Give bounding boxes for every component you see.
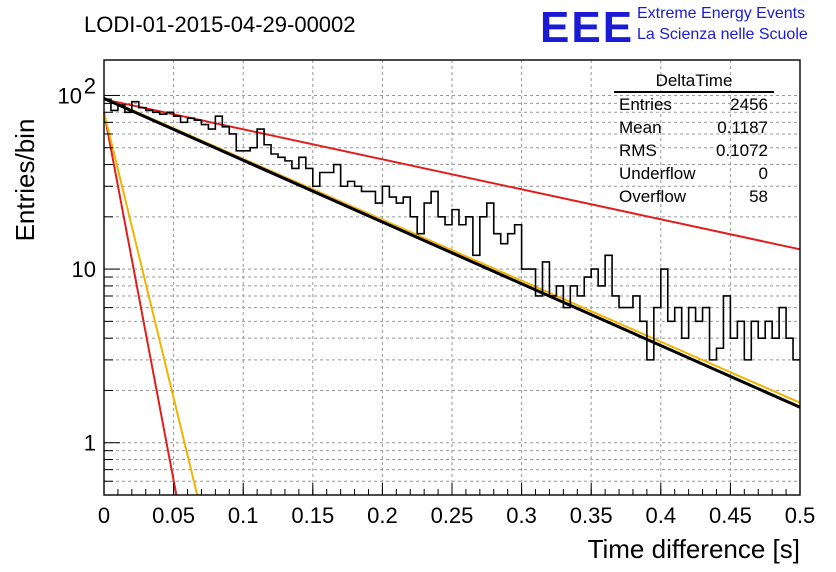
x-tick-label: 0.2 [367,503,398,528]
y-tick-exponent: 2 [84,73,96,98]
x-tick-label: 0.5 [785,503,816,528]
x-tick-label: 0.3 [506,503,537,528]
stats-row-value: 0.1072 [716,141,768,160]
x-tick-label: 0.15 [291,503,334,528]
stats-row-label: Mean [619,118,662,137]
fit-line [103,112,178,496]
logo-line-1: Extreme Energy Events [637,5,805,22]
y-tick-label: 10 [58,83,82,108]
stats-row-label: Overflow [619,187,687,206]
chart-title: LODI-01-2015-04-29-00002 [84,12,356,37]
y-tick-label: 1 [84,431,96,456]
eee-logo-mark: EEE [540,3,634,52]
fit-line [103,98,801,251]
stats-title: DeltaTime [656,71,733,90]
stats-row-value: 58 [749,187,768,206]
x-tick-label: 0.25 [431,503,474,528]
x-tick-label: 0.45 [709,503,752,528]
axis-ticks [103,94,801,496]
histogram-outline [104,98,800,361]
y-axis-label: Entries/bin [10,119,40,242]
stats-box: DeltaTime Entries 2456 Mean 0.1187 RMS 0.1072… [614,71,774,206]
fit-lines [103,96,801,496]
stats-row-label: Entries [619,95,672,114]
x-tick-label: 0 [98,503,110,528]
x-tick-labels: 0 0.05 0.1 0.15 0.2 0.25 0.3 0.35 0.4 0.45 0.5 [98,503,815,528]
stats-row-label: RMS [619,141,657,160]
y-tick-label: 10 [72,257,96,282]
x-tick-label: 0.35 [570,503,613,528]
stats-row-value: 2456 [730,95,768,114]
grid-lines [104,60,800,496]
stats-row-value: 0 [759,164,768,183]
stats-row-label: Underflow [619,164,696,183]
x-tick-label: 0.1 [228,503,259,528]
x-tick-label: 0.05 [152,503,195,528]
fit-line [103,97,801,409]
x-axis-label: Time difference [s] [588,534,800,564]
x-tick-label: 0.4 [646,503,677,528]
stats-row-value: 0.1187 [717,118,768,137]
fit-line [103,112,199,496]
stats-rows: Entries 2456 Mean 0.1187 RMS 0.1072 Underflow 0… [619,95,768,206]
logo-line-2: La Scienza nelle Scuole [637,26,808,43]
